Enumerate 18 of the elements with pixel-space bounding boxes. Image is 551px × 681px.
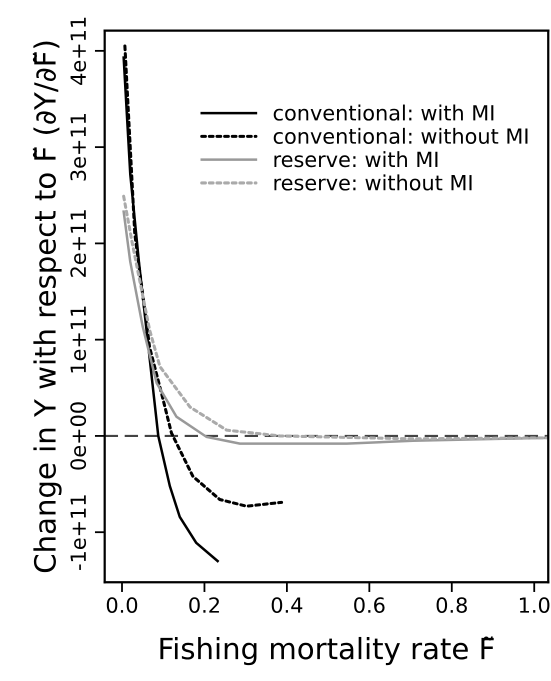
legend-label: conventional: with MI xyxy=(274,104,494,121)
x-tick-label: 0.4 xyxy=(272,597,302,613)
x-tick-label: 0.8 xyxy=(436,597,467,613)
y-tick-label: 4e+11 xyxy=(70,18,86,85)
y-axis-title: Change in Y with respect to F̃ (∂Y/∂F̃) xyxy=(32,42,62,572)
x-tick-label: 1.0 xyxy=(520,597,550,613)
x-tick-label: 0.2 xyxy=(189,597,219,613)
legend-label: conventional: without MI xyxy=(274,128,528,144)
legend-label: reserve: with MI xyxy=(274,151,438,168)
y-tick-label: 3e+11 xyxy=(70,114,86,181)
x-tick-label: 0.0 xyxy=(106,597,138,613)
x-tick-label: 0.6 xyxy=(354,597,385,613)
x-axis-title: Fishing mortality rate F̃ xyxy=(160,636,494,666)
y-tick-label: -1e+11 xyxy=(70,495,86,570)
legend-label: reserve: without MI xyxy=(274,174,472,191)
y-tick-label: 2e+11 xyxy=(70,210,86,277)
y-tick-label: 0e+00 xyxy=(70,402,86,470)
y-tick-label: 1e+11 xyxy=(70,306,86,372)
